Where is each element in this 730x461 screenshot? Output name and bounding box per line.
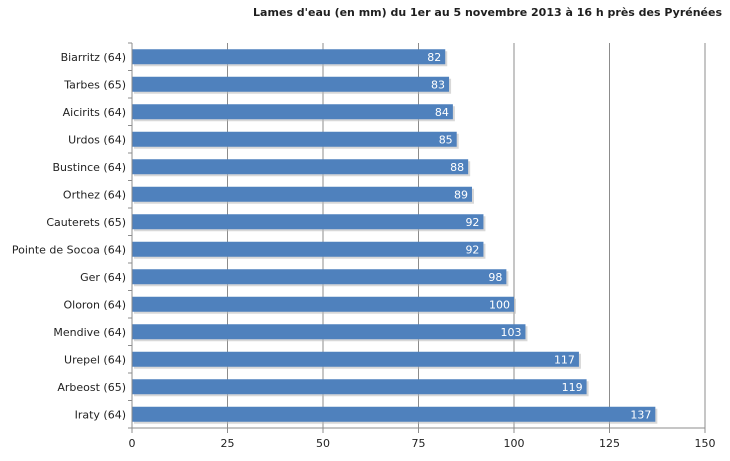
bar (132, 379, 587, 395)
data-label: 92 (465, 243, 479, 256)
category-label: Iraty (64) (75, 408, 126, 421)
category-label: Aicirits (64) (63, 106, 126, 119)
category-label: Urepel (64) (64, 353, 126, 366)
bar (132, 186, 472, 202)
x-tick-label: 125 (599, 437, 620, 450)
bar (132, 159, 469, 175)
data-label: 117 (554, 353, 575, 366)
chart-title: Lames d'eau (en mm) du 1er au 5 novembre… (253, 6, 722, 19)
data-label: 83 (431, 78, 445, 91)
data-label: 88 (450, 161, 464, 174)
category-label: Mendive (64) (53, 326, 126, 339)
category-label: Tarbes (65) (63, 78, 126, 91)
data-label: 92 (465, 216, 479, 229)
data-label: 137 (630, 408, 651, 421)
bar (132, 324, 526, 340)
bar (132, 406, 656, 422)
bar (132, 241, 484, 257)
bars: 82 83 84 85 88 89 92 92 98 100 103 117 119 137 (132, 49, 658, 424)
data-label: 82 (427, 51, 441, 64)
bar (132, 351, 579, 367)
x-tick-label: 100 (504, 437, 525, 450)
axes: Biarritz (64) Tarbes (65) Aicirits (64) Urd… (12, 42, 716, 450)
x-tick-label: 0 (129, 437, 136, 450)
bar (132, 76, 450, 92)
data-label: 100 (489, 298, 510, 311)
bar (132, 104, 453, 120)
category-label: Cauterets (65) (46, 216, 126, 229)
category-label: Biarritz (64) (61, 51, 126, 64)
category-label: Orthez (64) (63, 188, 126, 201)
bar (132, 214, 484, 230)
data-label: 84 (435, 106, 449, 119)
data-label: 98 (488, 271, 502, 284)
data-label: 103 (500, 326, 521, 339)
x-tick-label: 75 (412, 437, 426, 450)
category-label: Urdos (64) (68, 133, 126, 146)
data-label: 119 (562, 381, 583, 394)
category-label: Ger (64) (80, 271, 126, 284)
bar (132, 131, 457, 147)
category-label: Oloron (64) (63, 298, 126, 311)
bar (132, 49, 446, 65)
x-tick-label: 50 (316, 437, 330, 450)
bar (132, 269, 507, 285)
category-label: Pointe de Socoa (64) (12, 243, 126, 256)
data-label: 89 (454, 188, 468, 201)
bar (132, 296, 514, 312)
data-label: 85 (439, 133, 453, 146)
x-tick-label: 150 (695, 437, 716, 450)
category-label: Bustince (64) (53, 161, 126, 174)
x-tick-label: 25 (221, 437, 235, 450)
gridlines (227, 43, 706, 428)
category-label: Arbeost (65) (57, 381, 126, 394)
